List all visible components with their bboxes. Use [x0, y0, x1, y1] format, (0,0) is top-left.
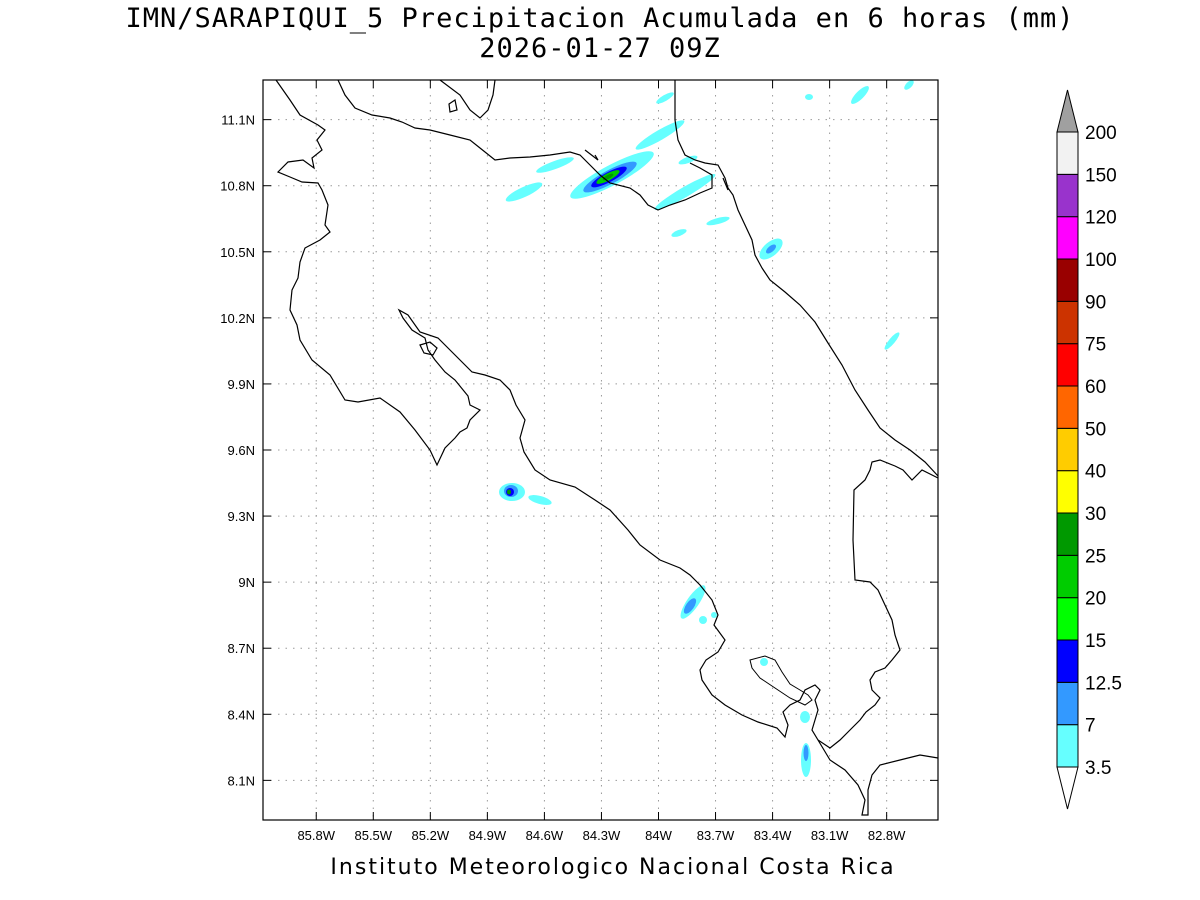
precip-cell-limon-7: [766, 244, 776, 254]
lat-tick-label: 9.9N: [228, 377, 255, 392]
lon-tick-label: 84.6W: [526, 828, 564, 843]
colorbar-label: 30: [1085, 504, 1106, 525]
lat-tick-label: 8.1N: [228, 773, 255, 788]
lat-tick-label: 8.4N: [228, 707, 255, 722]
colorbar-label: 40: [1085, 462, 1106, 483]
colorbar-label: 200: [1085, 123, 1117, 144]
colorbar-swatch: [1056, 385, 1079, 429]
precip-cell-west: [505, 182, 543, 202]
colorbar-label: 50: [1085, 419, 1106, 440]
precip-cell-small: [678, 155, 698, 165]
map-title: IMN/SARAPIQUI_5 Precipitacion Acumulada …: [125, 3, 1075, 34]
colorbar-swatch: [1056, 512, 1079, 556]
lat-tick-label: 9.3N: [228, 509, 255, 524]
lon-tick-label: 82.8W: [868, 828, 906, 843]
colorbar-swatch: [1056, 639, 1079, 683]
coastlines: [275, 79, 939, 816]
precip-cell-east: [654, 173, 716, 211]
precip-cell-osa-small-2: [711, 612, 717, 618]
lon-tick-label: 85.5W: [354, 828, 392, 843]
lat-tick-label: 9N: [238, 575, 255, 590]
colorbar-label: 100: [1085, 250, 1117, 271]
colorbar-label: 90: [1085, 292, 1106, 313]
precip-cell-nicaragua: [656, 92, 674, 104]
colorbar-swatch: [1056, 470, 1079, 514]
map-valid-time: 2026-01-27 09Z: [479, 33, 721, 64]
lon-tick-label: 84.9W: [469, 828, 507, 843]
precip-cell-panama-1: [800, 711, 810, 723]
colorbar-swatch: [1056, 173, 1079, 218]
precip-cell-sea-2: [851, 86, 869, 104]
precip-cell-caribbean: [884, 332, 900, 350]
precip-cell-sea-1: [805, 94, 813, 100]
lat-tick-label: 10.8N: [220, 179, 255, 194]
colorbar-swatch: [1056, 343, 1079, 387]
lon-tick-label: 83.7W: [697, 828, 735, 843]
colorbar-label: 25: [1085, 546, 1106, 567]
precip-cell-pacific-tail: [528, 495, 552, 505]
colorbar-upper-arrow: [1056, 89, 1079, 133]
precip-cell-inland: [671, 229, 687, 237]
colorbar-swatch: [1056, 597, 1079, 641]
precip-cell-osa-7: [683, 598, 697, 614]
colorbar-swatch: [1056, 724, 1079, 768]
colorbar-swatch: [1056, 554, 1079, 599]
colorbar-swatch: [1056, 216, 1079, 260]
colorbar-label: 150: [1085, 165, 1117, 186]
colorbar-label: 7: [1085, 716, 1096, 737]
precip-colorbar: 3.5 7 12.5 15 20 25 30 40 50 60 75 90 100 120 150 200: [1056, 89, 1122, 810]
lon-tick-label: 83.4W: [754, 828, 792, 843]
precipitation-shading: [499, 80, 914, 777]
lon-tick-label: 83.1W: [811, 828, 849, 843]
colorbar-swatch: [1056, 131, 1079, 175]
colorbar-swatch: [1056, 427, 1079, 472]
colorbar-label: 15: [1085, 631, 1106, 652]
lat-tick-label: 8.7N: [228, 641, 255, 656]
lat-tick-label: 10.2N: [220, 311, 255, 326]
colorbar-label: 75: [1085, 335, 1106, 356]
lon-tick-label: 85.8W: [297, 828, 335, 843]
precip-cell-pacific-25: [507, 489, 511, 495]
colorbar-swatch: [1056, 681, 1079, 726]
precip-cell-north: [635, 120, 685, 150]
precip-cell-sea-3: [904, 80, 914, 90]
lon-tick-label: 84W: [645, 828, 672, 843]
colorbar-label: 60: [1085, 377, 1106, 398]
map-gridlines: [263, 80, 938, 820]
precip-cell-coast: [706, 216, 730, 226]
colorbar-swatch: [1056, 300, 1079, 345]
colorbar-label: 3.5: [1085, 758, 1111, 779]
precip-cell-osa-small: [699, 616, 707, 624]
footer-credit: Instituto Meteorologico Nacional Costa R…: [330, 855, 896, 880]
lat-tick-label: 11.1N: [221, 113, 255, 128]
precip-cell-upper: [536, 157, 574, 173]
precip-cell-panama-7: [803, 745, 809, 761]
lon-tick-label: 85.2W: [412, 828, 450, 843]
colorbar-label: 20: [1085, 589, 1106, 610]
lat-tick-label: 9.6N: [228, 443, 255, 458]
precip-cell-burica: [760, 658, 768, 666]
lat-tick-label: 10.5N: [220, 245, 255, 260]
map-axes: 85.8W 85.5W 85.2W 84.9W 84.6W 84.3W 84W 83.7W 83…: [220, 80, 938, 843]
colorbar-swatch: [1056, 258, 1079, 302]
colorbar-label: 12.5: [1085, 673, 1122, 694]
colorbar-lower-arrow: [1056, 766, 1079, 810]
lon-tick-label: 84.3W: [583, 828, 621, 843]
colorbar-label: 120: [1085, 208, 1117, 229]
